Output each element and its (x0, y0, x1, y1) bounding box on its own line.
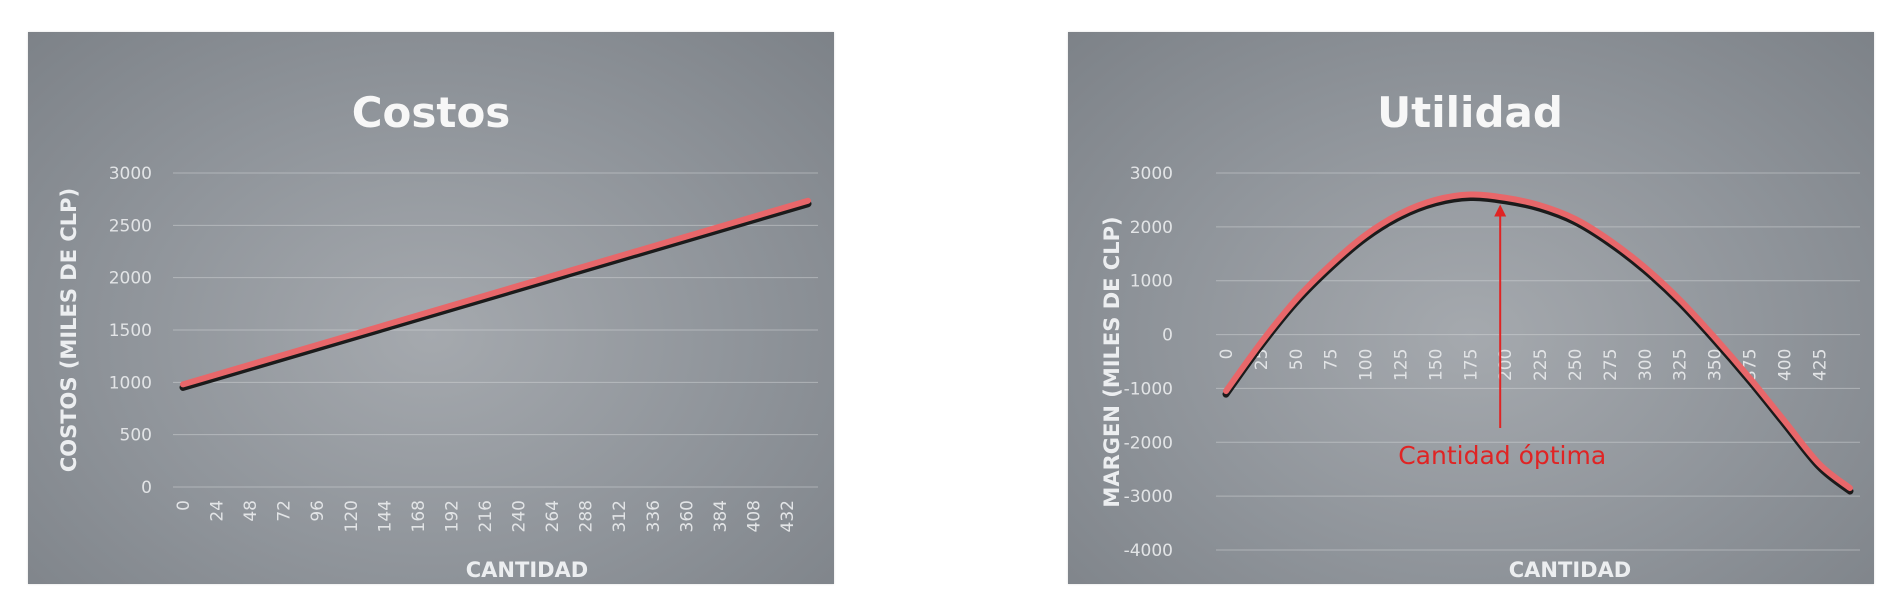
y-tick-label: 2000 (109, 269, 152, 289)
x-tick-label: 384 (711, 500, 731, 532)
utilidad-chart-title: Utilidad (1377, 88, 1563, 137)
x-tick-label: 24 (208, 500, 228, 522)
utilidad-chart: Utilidad-4000-3000-2000-1000010002000300… (1100, 88, 1860, 582)
x-tick-label: 225 (1531, 349, 1551, 381)
y-tick-label: 0 (1162, 326, 1173, 346)
y-tick-label: 2500 (109, 216, 152, 236)
y-axis-label: MARGEN (MILES DE CLP) (1100, 216, 1124, 507)
x-tick-label: 264 (543, 500, 563, 532)
y-axis-label: COSTOS (MILES DE CLP) (57, 188, 81, 472)
chart-panel-costos: Costos 0 500 1000 1500 2000 2500 3000 COSTOS (MI… (28, 32, 834, 584)
series-line-utilidad (1222, 191, 1854, 495)
x-tick-label: 144 (375, 500, 395, 532)
chart-panel-utilidad: Utilidad -4000 -3000 -2000 -1000 0 1000 2000 300… (1068, 32, 1874, 584)
annotation-arrowhead (1494, 204, 1507, 217)
x-tick-label: 360 (677, 500, 697, 532)
x-tick-label: 192 (442, 500, 462, 532)
x-tick-label: 300 (1636, 349, 1656, 381)
x-tick-label: 50 (1287, 349, 1307, 371)
x-tick-label: 168 (409, 500, 429, 532)
y-tick-label: 2000 (1130, 218, 1173, 238)
x-tick-label: 425 (1810, 349, 1830, 381)
x-axis-label: CANTIDAD (1509, 558, 1632, 582)
x-tick-label: 0 (1217, 349, 1237, 360)
x-tick-label: 120 (342, 500, 362, 532)
x-tick-label: 125 (1391, 349, 1411, 381)
y-tick-label: -4000 (1124, 541, 1173, 561)
x-tick-label: 432 (778, 500, 798, 532)
y-tick-label: -3000 (1124, 487, 1173, 507)
x-tick-label: 96 (308, 500, 328, 522)
x-tick-label: 240 (510, 500, 530, 532)
x-tick-label: 408 (744, 500, 764, 532)
x-tick-label: 200 (1496, 349, 1516, 381)
x-tick-label: 48 (241, 500, 261, 522)
x-tick-label: 350 (1706, 349, 1726, 381)
x-tick-label: 175 (1461, 349, 1481, 381)
series-line-costos (179, 197, 812, 391)
x-tick-label: 312 (610, 500, 630, 532)
x-tick-label: 150 (1426, 349, 1446, 381)
x-axis-label: CANTIDAD (466, 558, 589, 582)
x-tick-label: 400 (1775, 349, 1795, 381)
y-tick-label: 1000 (109, 373, 152, 393)
x-tick-label: 325 (1671, 349, 1691, 381)
costos-chart: Costos 0 500 1000 1500 2000 2500 3000 COSTOS (MI… (57, 88, 818, 582)
y-tick-label: 3000 (109, 164, 152, 184)
y-tick-label: 3000 (1130, 164, 1173, 184)
series-line (180, 197, 811, 388)
y-tick-label: 1500 (109, 321, 152, 341)
y-tick-label: 0 (141, 478, 152, 498)
x-tick-label: 100 (1357, 349, 1377, 381)
x-tick-label: 72 (275, 500, 295, 522)
x-tick-label: 275 (1601, 349, 1621, 381)
costos-chart-title: Costos (352, 88, 511, 137)
y-tick-label: -2000 (1124, 433, 1173, 453)
series-line (1223, 191, 1853, 492)
y-tick-label: -1000 (1124, 379, 1173, 399)
x-tick-label: 216 (476, 500, 496, 532)
y-tick-label: 1000 (1130, 272, 1173, 292)
x-tick-label: 336 (644, 500, 664, 532)
x-tick-label: 0 (174, 500, 194, 511)
x-tick-label: 288 (577, 500, 597, 532)
x-tick-label: 250 (1566, 349, 1586, 381)
x-tick-label: 75 (1322, 349, 1342, 371)
y-tick-label: 500 (120, 426, 152, 446)
annotation-label: Cantidad óptima (1398, 441, 1606, 470)
